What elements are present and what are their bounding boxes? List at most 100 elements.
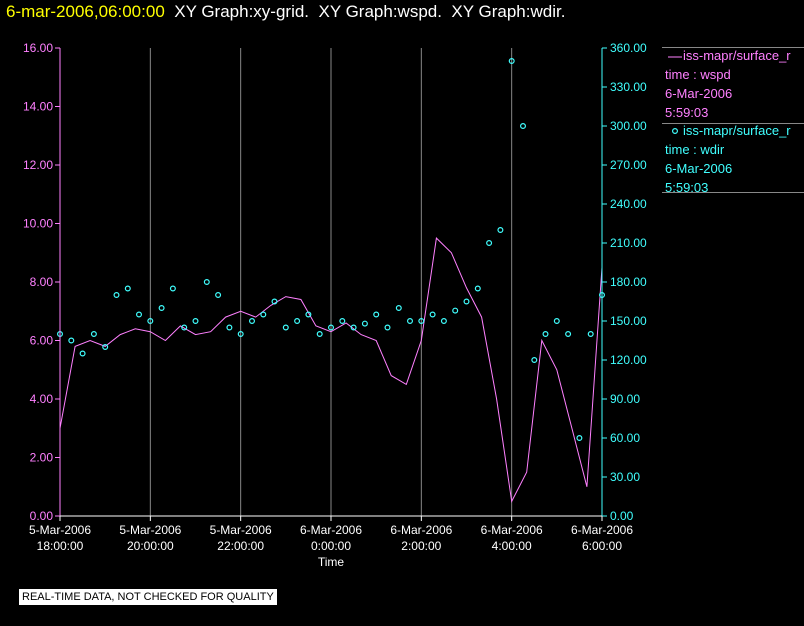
wdir-point bbox=[407, 318, 414, 325]
wdir-point bbox=[113, 292, 120, 299]
x-tick-label: 18:00:00 bbox=[37, 539, 84, 553]
wdir-point bbox=[169, 285, 176, 292]
legend-series-date: 6-Mar-2006 bbox=[665, 86, 733, 101]
wdir-point bbox=[519, 122, 526, 129]
wdir-point bbox=[294, 318, 301, 325]
header-graph-name: XY Graph:wdir. bbox=[451, 2, 566, 21]
legend-series-date: 6-Mar-2006 bbox=[665, 161, 733, 176]
y-tick-label: 150.00 bbox=[610, 314, 647, 328]
y-tick-label: 8.00 bbox=[30, 275, 54, 289]
y-tick-label: 60.00 bbox=[610, 431, 640, 445]
wdir-point bbox=[440, 318, 447, 325]
legend-divider bbox=[662, 123, 804, 124]
y-tick-label: 0.00 bbox=[30, 509, 54, 523]
legend: iss-mapr/surface_r time : wspd 6-Mar-200… bbox=[606, 44, 804, 194]
y-tick-label: 12.00 bbox=[23, 158, 53, 172]
wspd-line bbox=[59, 237, 603, 504]
x-tick-label: 6:00:00 bbox=[582, 539, 622, 553]
header-graph-name: XY Graph:xy-grid. bbox=[174, 2, 310, 21]
y-tick-label: 10.00 bbox=[23, 217, 53, 231]
x-axis: 5-Mar-2006 18:00:00 5-Mar-2006 20:00:00 5-Ma… bbox=[29, 516, 633, 569]
x-tick-label: 4:00:00 bbox=[492, 539, 532, 553]
legend-series-time: 5:59:03 bbox=[665, 105, 709, 120]
wdir-point bbox=[147, 318, 154, 325]
wdir-point bbox=[565, 331, 572, 338]
x-axis-title: Time bbox=[318, 555, 345, 569]
y-tick-label: 30.00 bbox=[610, 470, 640, 484]
wdir-point bbox=[68, 337, 75, 344]
wdir-point bbox=[305, 311, 312, 318]
wdir-point bbox=[226, 324, 233, 331]
y-tick-label: 16.00 bbox=[23, 41, 53, 55]
x-tick-label: 22:00:00 bbox=[217, 539, 264, 553]
y-tick-label: 2.00 bbox=[30, 451, 54, 465]
wdir-point bbox=[373, 311, 380, 318]
wdir-point bbox=[497, 227, 504, 234]
wdir-point bbox=[542, 331, 549, 338]
wdir-point bbox=[271, 298, 278, 305]
y-tick-label: 360.00 bbox=[610, 41, 647, 55]
wdir-point bbox=[508, 57, 515, 64]
y-tick-label: 90.00 bbox=[610, 392, 640, 406]
wdir-point bbox=[158, 305, 165, 312]
wdir-point bbox=[587, 331, 594, 338]
wdir-point bbox=[124, 285, 131, 292]
x-tick-label: 5-Mar-2006 bbox=[119, 523, 181, 537]
wdir-point bbox=[395, 305, 402, 312]
wdir-point bbox=[384, 324, 391, 331]
wdir-point bbox=[474, 285, 481, 292]
legend-series-field: time : wspd bbox=[665, 67, 731, 82]
legend-divider bbox=[662, 192, 804, 193]
x-tick-label: 2:00:00 bbox=[401, 539, 441, 553]
y-tick-label: 210.00 bbox=[610, 236, 647, 250]
x-tick-label: 20:00:00 bbox=[127, 539, 174, 553]
header-timestamp: 6-mar-2006,06:00:00 bbox=[6, 2, 165, 21]
wdir-point bbox=[90, 331, 97, 338]
wdir-point bbox=[553, 318, 560, 325]
wdir-point bbox=[282, 324, 289, 331]
quality-notice: REAL-TIME DATA, NOT CHECKED FOR QUALITY bbox=[19, 589, 277, 605]
legend-circle-swatch bbox=[671, 127, 679, 135]
x-tick-label: 6-Mar-2006 bbox=[481, 523, 543, 537]
y-tick-label: 4.00 bbox=[30, 392, 54, 406]
wdir-point bbox=[429, 311, 436, 318]
wdir-point bbox=[136, 311, 143, 318]
y-tick-label: 270.00 bbox=[610, 158, 647, 172]
legend-series-field: time : wdir bbox=[665, 142, 725, 157]
legend-line-swatch bbox=[668, 56, 682, 58]
wdir-point bbox=[237, 331, 244, 338]
header-graph-name: XY Graph:wspd. bbox=[318, 2, 442, 21]
wdir-point bbox=[531, 357, 538, 364]
legend-series-label: iss-mapr/surface_r bbox=[683, 48, 791, 63]
wdir-point bbox=[350, 324, 357, 331]
wdir-point bbox=[463, 298, 470, 305]
y-tick-label: 330.00 bbox=[610, 80, 647, 94]
x-tick-label: 0:00:00 bbox=[311, 539, 351, 553]
vertical-grid bbox=[149, 48, 513, 516]
y-tick-label: 240.00 bbox=[610, 197, 647, 211]
wdir-point bbox=[181, 324, 188, 331]
wdir-point bbox=[576, 435, 583, 442]
wdir-point bbox=[192, 318, 199, 325]
legend-series-label: iss-mapr/surface_r bbox=[683, 123, 791, 138]
wdir-point bbox=[316, 331, 323, 338]
wdir-point bbox=[79, 350, 86, 357]
wspd-series bbox=[59, 237, 603, 504]
x-tick-label: 6-Mar-2006 bbox=[300, 523, 362, 537]
right-y-axis: 0.00 30.00 60.00 90.00 120.00 150.00 180.00 210… bbox=[602, 41, 647, 523]
x-tick-label: 6-Mar-2006 bbox=[571, 523, 633, 537]
y-tick-label: 0.00 bbox=[610, 509, 634, 523]
wdir-point bbox=[102, 344, 109, 351]
legend-series-time: 5:59:03 bbox=[665, 180, 709, 194]
wdir-point bbox=[418, 318, 425, 325]
wdir-point bbox=[339, 318, 346, 325]
x-tick-label: 6-Mar-2006 bbox=[390, 523, 452, 537]
x-tick-label: 5-Mar-2006 bbox=[29, 523, 91, 537]
wdir-point bbox=[215, 292, 222, 299]
y-tick-label: 14.00 bbox=[23, 100, 53, 114]
chart-header: 6-mar-2006,06:00:00 XY Graph:xy-grid. XY… bbox=[6, 2, 565, 22]
wdir-point bbox=[328, 324, 335, 331]
y-tick-label: 300.00 bbox=[610, 119, 647, 133]
wdir-point bbox=[361, 320, 368, 327]
